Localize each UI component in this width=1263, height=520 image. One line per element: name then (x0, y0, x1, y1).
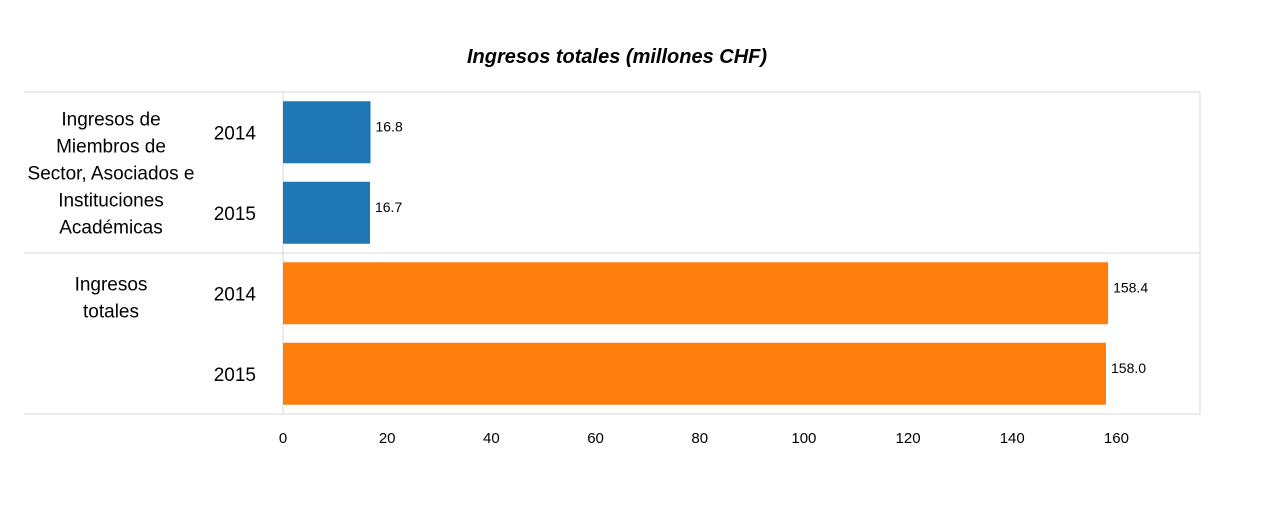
x-tick-label: 140 (1000, 430, 1025, 447)
bar-0-2014 (283, 101, 371, 164)
x-tick-label: 100 (791, 430, 816, 447)
bar-data-label: 158.4 (1113, 279, 1148, 295)
bar-data-label: 16.8 (376, 118, 403, 134)
group-label-line: Ingresos de (61, 110, 160, 131)
bar-category-label: 2014 (214, 284, 257, 305)
x-tick-label: 120 (896, 430, 921, 447)
group-label: Ingresos de Miembros de Sector, Asociados … (28, 110, 195, 239)
group-label-line: Ingresos (75, 275, 148, 296)
category-groups: Ingresos de Miembros de Sector, Asociados … (28, 110, 195, 323)
bar-1-2015 (283, 342, 1106, 405)
group-label-line: Sector, Asociados e (28, 164, 195, 185)
bar-category-label: 2015 (214, 204, 256, 225)
x-axis-ticks: 0 20 40 60 80 100 120 140 160 (279, 430, 1129, 447)
x-tick-label: 20 (379, 430, 396, 447)
bar-1-2014 (283, 262, 1109, 325)
bar-data-label: 158.0 (1111, 360, 1146, 376)
x-tick-label: 40 (483, 430, 500, 447)
group-label: Ingresos totales (75, 275, 148, 323)
bars: 2014 16.8 2015 16.7 2014 158.4 2015 158.0 (214, 101, 1148, 405)
x-tick-label: 60 (587, 430, 604, 447)
group-label-line: Académicas (59, 218, 163, 239)
x-tick-label: 0 (279, 430, 287, 447)
x-tick-label: 160 (1104, 430, 1129, 447)
group-label-line: totales (83, 302, 139, 323)
x-tick-label: 80 (691, 430, 708, 447)
group-label-line: Instituciones (58, 191, 164, 212)
bar-data-label: 16.7 (375, 199, 402, 215)
bar-category-label: 2014 (214, 123, 257, 144)
group-label-line: Miembros de (56, 137, 166, 158)
bar-category-label: 2015 (214, 365, 256, 386)
bar-0-2015 (283, 181, 370, 244)
chart-title: Ingresos totales (millones CHF) (467, 46, 767, 68)
